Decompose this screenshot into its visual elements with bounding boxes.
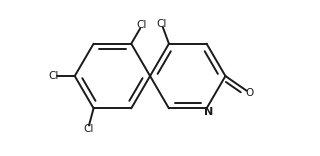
Text: Cl: Cl [48, 71, 59, 81]
Text: Cl: Cl [137, 20, 147, 30]
Text: N: N [204, 107, 213, 117]
Text: O: O [246, 88, 254, 98]
Text: Cl: Cl [83, 124, 93, 134]
Text: Cl: Cl [156, 19, 167, 29]
